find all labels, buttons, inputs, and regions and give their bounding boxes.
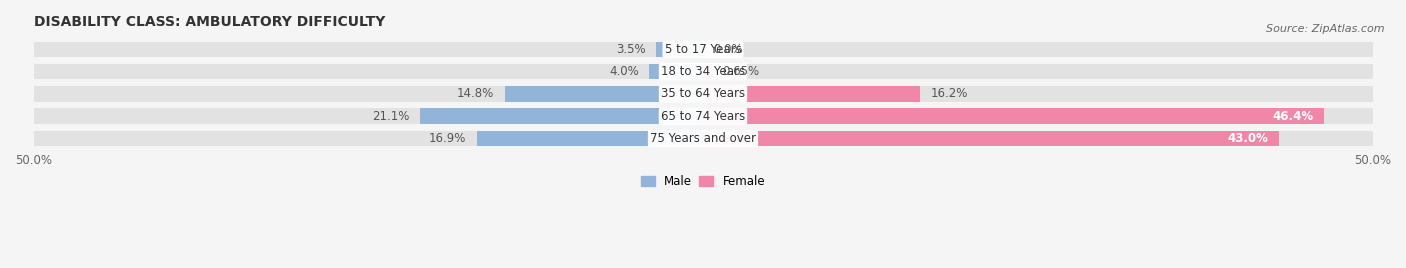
Bar xyxy=(650,64,703,80)
Bar xyxy=(34,64,1372,80)
Bar xyxy=(34,42,1372,57)
Text: 3.5%: 3.5% xyxy=(616,43,645,56)
Text: 65 to 74 Years: 65 to 74 Years xyxy=(661,110,745,123)
Bar xyxy=(703,109,1324,124)
Text: 4.0%: 4.0% xyxy=(609,65,638,78)
Bar xyxy=(703,64,711,80)
Text: 18 to 34 Years: 18 to 34 Years xyxy=(661,65,745,78)
Text: DISABILITY CLASS: AMBULATORY DIFFICULTY: DISABILITY CLASS: AMBULATORY DIFFICULTY xyxy=(34,15,385,29)
Text: 46.4%: 46.4% xyxy=(1272,110,1313,123)
Text: 0.65%: 0.65% xyxy=(723,65,759,78)
Bar xyxy=(477,131,703,146)
Text: 0.0%: 0.0% xyxy=(714,43,744,56)
Bar xyxy=(505,86,703,102)
Text: Source: ZipAtlas.com: Source: ZipAtlas.com xyxy=(1267,24,1385,34)
Text: 75 Years and over: 75 Years and over xyxy=(650,132,756,145)
Text: 16.9%: 16.9% xyxy=(429,132,465,145)
Text: 21.1%: 21.1% xyxy=(373,110,409,123)
Legend: Male, Female: Male, Female xyxy=(636,170,770,193)
Bar xyxy=(420,109,703,124)
Bar xyxy=(657,42,703,57)
Text: 14.8%: 14.8% xyxy=(457,87,494,100)
Text: 16.2%: 16.2% xyxy=(931,87,967,100)
Text: 43.0%: 43.0% xyxy=(1227,132,1268,145)
Text: 5 to 17 Years: 5 to 17 Years xyxy=(665,43,741,56)
Bar xyxy=(34,86,1372,102)
Bar xyxy=(703,86,920,102)
Bar xyxy=(703,131,1279,146)
Bar xyxy=(34,131,1372,146)
Bar xyxy=(34,109,1372,124)
Text: 35 to 64 Years: 35 to 64 Years xyxy=(661,87,745,100)
